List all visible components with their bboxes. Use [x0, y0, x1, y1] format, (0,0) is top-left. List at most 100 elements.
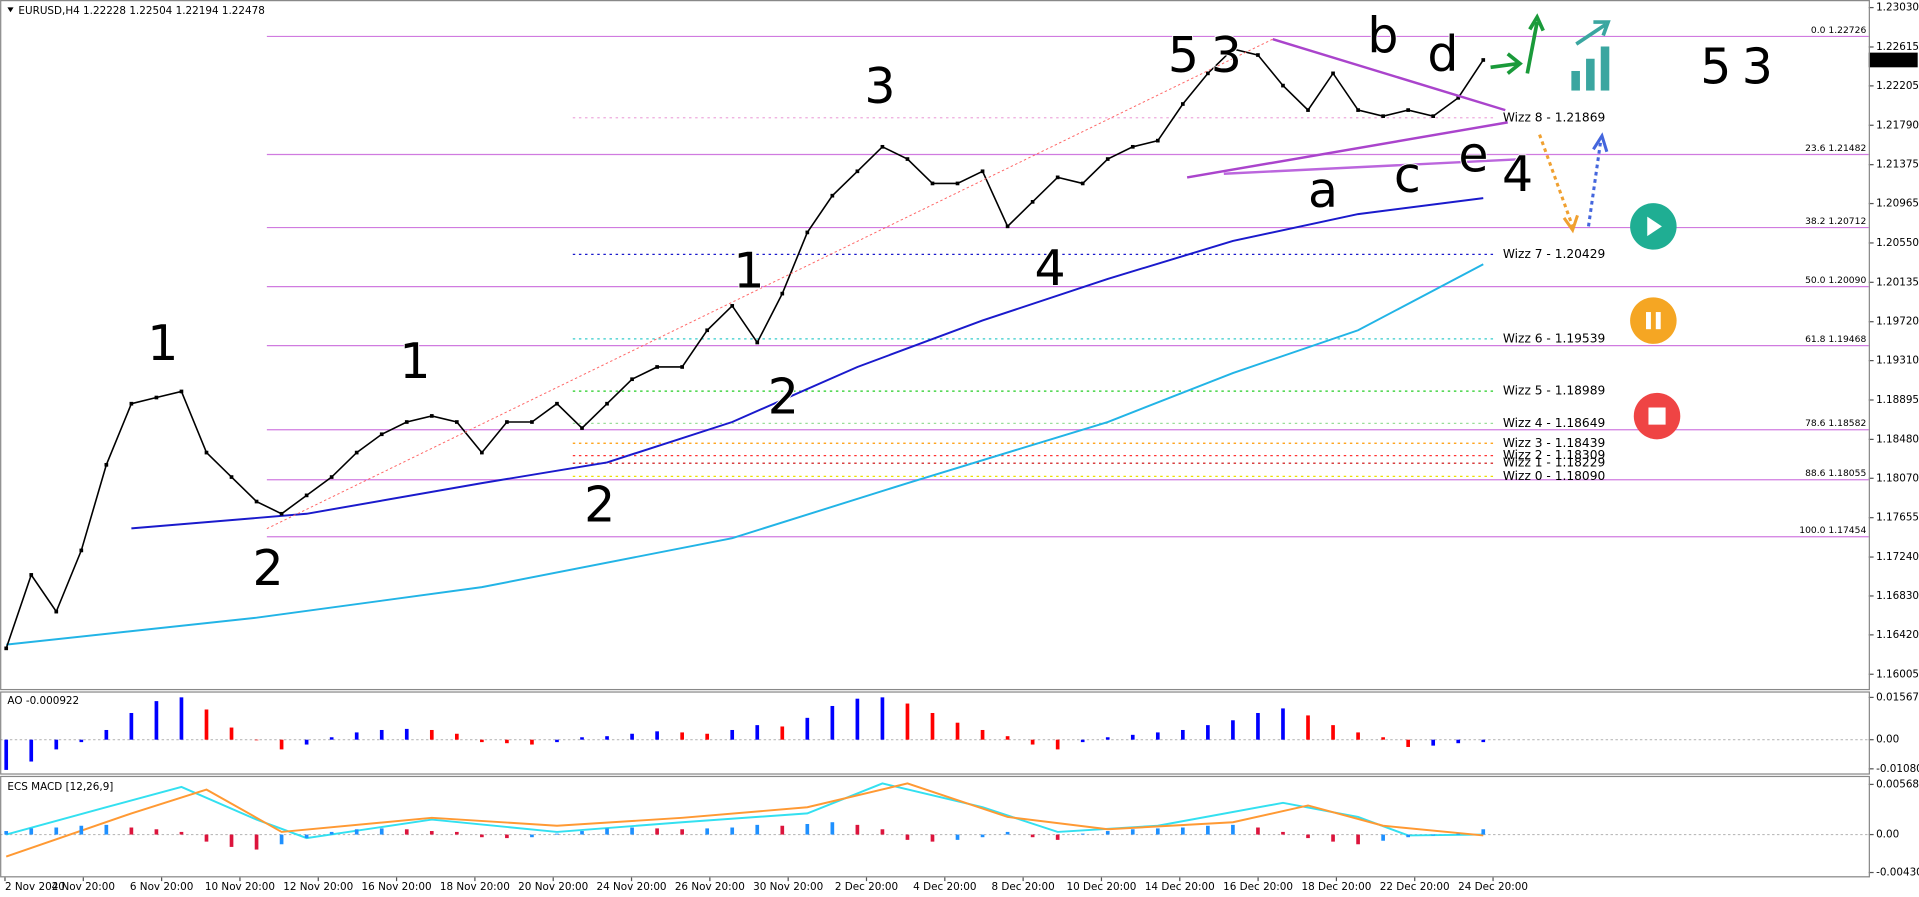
wave-label: 3 [1211, 27, 1242, 84]
wave-label: d [1427, 26, 1458, 83]
pause-icon [1655, 312, 1661, 330]
x-tick-label: 24 Nov 20:00 [597, 881, 667, 893]
histogram-bar [1306, 715, 1310, 740]
histogram-bar [505, 834, 509, 839]
price-point [1456, 96, 1461, 100]
histogram-bar [630, 733, 634, 740]
wizz-label: Wizz 5 - 1.18989 [1503, 384, 1605, 398]
arrow-head [1528, 13, 1545, 32]
histogram-bar [1155, 828, 1160, 835]
histogram-bar [1331, 725, 1335, 740]
histogram-bar [980, 834, 985, 838]
fib-label: 88.6 1.18055 [1805, 468, 1866, 479]
price-point [1406, 108, 1410, 112]
price-point [1381, 114, 1385, 118]
wizz-label: Wizz 1 - 1.18229 [1503, 456, 1605, 470]
histogram-bar [1281, 708, 1285, 740]
y-tick-label: 1.19310 [1876, 355, 1919, 367]
price-point [1431, 114, 1436, 118]
histogram-bar [830, 705, 835, 740]
price-point [304, 493, 309, 498]
x-tick-label: 30 Nov 20:00 [753, 881, 823, 893]
histogram-bar [454, 831, 459, 835]
histogram-bar [730, 827, 735, 835]
price-point [905, 157, 910, 161]
wizz-label: Wizz 6 - 1.19539 [1503, 331, 1605, 345]
y-tick-label: 1.21375 [1876, 159, 1919, 171]
icon-bar [1586, 58, 1595, 91]
histogram-bar [480, 834, 484, 838]
price-point [1155, 138, 1160, 143]
wave-label: 1 [399, 333, 430, 390]
histogram-bar [505, 739, 509, 744]
histogram-bar [480, 739, 484, 743]
histogram-bar [1431, 834, 1436, 836]
histogram-bar [104, 824, 109, 835]
wave-label: a [1308, 162, 1338, 219]
price-point [1005, 224, 1010, 229]
histogram-bar [379, 729, 384, 740]
price-point [154, 395, 159, 400]
price-point [1281, 83, 1285, 88]
price-point [880, 144, 885, 149]
current-price-box [1868, 52, 1918, 68]
histogram-bar [1181, 827, 1185, 835]
fib-label: 38.2 1.20712 [1805, 216, 1866, 227]
x-tick-label: 10 Nov 20:00 [205, 881, 275, 893]
icon-bar [1571, 70, 1580, 91]
price-point [254, 499, 259, 504]
price-point [1105, 157, 1110, 161]
price-point [480, 450, 484, 455]
y-tick-label: 1.21790 [1876, 119, 1919, 131]
price-point [429, 414, 434, 418]
price-point [1130, 144, 1135, 149]
price-point [555, 401, 559, 406]
price-point [830, 193, 835, 198]
y-tick-label: 1.16830 [1876, 590, 1919, 602]
histogram-bar [379, 828, 384, 835]
histogram-bar [605, 828, 609, 835]
histogram-bar [229, 727, 234, 740]
y-tick-label: 1.22205 [1876, 80, 1919, 92]
fib-label: 100.0 1.17454 [1799, 525, 1866, 536]
price-point [1306, 108, 1310, 112]
histogram-bar [1130, 829, 1135, 835]
y-tick-label: 1.18480 [1876, 433, 1919, 445]
histogram-bar [930, 834, 935, 842]
histogram-bar [1431, 739, 1436, 746]
price-point [505, 420, 509, 424]
histogram-bar [705, 733, 710, 740]
histogram-bar [530, 739, 534, 745]
price-point [530, 420, 534, 424]
wizz-label: Wizz 7 - 1.20429 [1503, 247, 1605, 261]
indicator-line [5, 782, 1484, 858]
x-tick-label: 12 Nov 20:00 [283, 881, 353, 893]
pause-button[interactable] [1630, 297, 1677, 344]
x-tick-label: 18 Dec 20:00 [1301, 881, 1371, 893]
histogram-bar [304, 834, 309, 839]
histogram-bar [755, 725, 760, 740]
histogram-bar [179, 697, 184, 740]
wizz-label: Wizz 2 - 1.18309 [1503, 448, 1605, 462]
y-tick-label: 1.19720 [1876, 316, 1919, 328]
price-point [204, 450, 209, 455]
indicator-line [6, 263, 1484, 646]
histogram-bar [429, 831, 434, 835]
ao-frame [0, 691, 1870, 775]
histogram-bar [780, 726, 785, 740]
histogram-bar [54, 739, 59, 750]
menu-arrow[interactable] [7, 7, 14, 13]
histogram-bar [1105, 831, 1110, 835]
triangle-lower [1186, 121, 1508, 179]
histogram-bar [855, 698, 860, 740]
price-point [1080, 181, 1085, 186]
price-point [1206, 71, 1210, 76]
histogram-bar [605, 736, 609, 740]
y-tick-label: 1.20550 [1876, 237, 1919, 249]
price-point [605, 401, 609, 406]
histogram-bar [154, 701, 159, 740]
y-tick-label: 0.00 [1876, 734, 1899, 746]
price-point [1181, 102, 1185, 106]
x-tick-label: 20 Nov 20:00 [518, 881, 588, 893]
wizz-label: Wizz 4 - 1.18649 [1503, 416, 1605, 430]
